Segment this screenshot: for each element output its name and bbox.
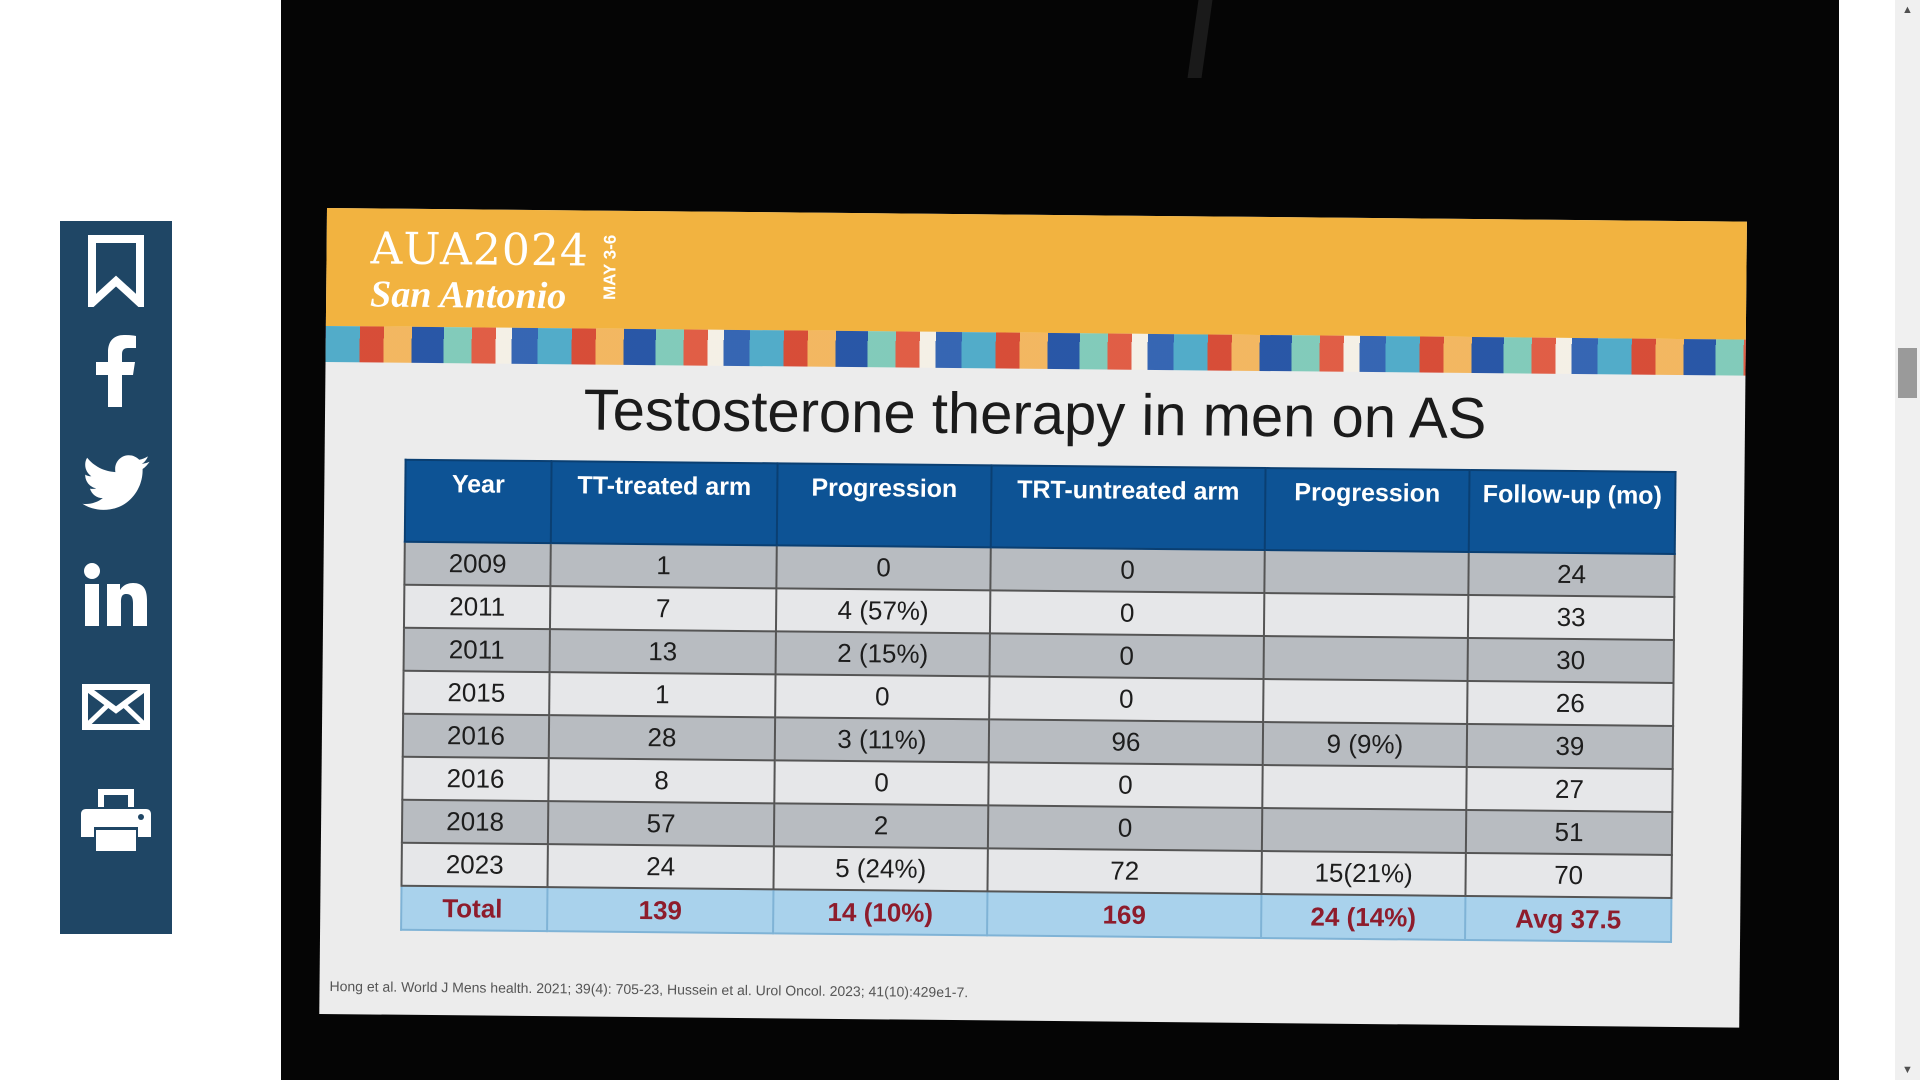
table-cell: 3 (11%) — [774, 717, 990, 763]
table-cell: 57 — [547, 801, 775, 847]
table-cell: 0 — [774, 760, 989, 806]
twitter-share-button[interactable] — [60, 433, 172, 533]
share-sidebar — [60, 221, 172, 934]
header-year: Year — [404, 459, 552, 544]
scroll-down-arrow[interactable]: ▼ — [1902, 1064, 1913, 1076]
conference-logo: AUA2024 San Antonio MAY 3-6 — [369, 223, 620, 318]
bookmark-button[interactable] — [60, 221, 172, 321]
table-cell: 2023 — [401, 842, 548, 888]
email-share-button[interactable] — [60, 657, 172, 757]
table-cell: 15(21%) — [1261, 851, 1466, 896]
total-cell: 169 — [987, 891, 1262, 938]
table-cell: 0 — [775, 674, 990, 720]
header-follow-up: Follow-up (mo) — [1468, 469, 1676, 554]
linkedin-icon — [84, 563, 147, 626]
facebook-icon — [96, 335, 136, 407]
table-cell: 2 — [773, 803, 989, 849]
table-cell: 1 — [549, 672, 776, 718]
envelope-icon — [82, 684, 150, 730]
table-cell — [1263, 593, 1469, 638]
slide-title: Testosterone therapy in men on AS — [583, 377, 1487, 452]
table-cell: 0 — [989, 676, 1264, 723]
bookmark-icon — [88, 235, 144, 307]
logo-city-text: San Antonio — [369, 273, 567, 318]
table-cell: 4 (57%) — [775, 588, 991, 634]
table-cell: 2011 — [403, 627, 550, 673]
total-cell: Avg 37.5 — [1465, 895, 1672, 942]
table-cell: 0 — [988, 762, 1263, 809]
table-cell: 27 — [1466, 766, 1673, 812]
table-cell — [1262, 765, 1467, 810]
table-body: 2009 1 0 0 24 2011 7 4 (57%) 0 33 2011 13 2 (15%) 0 30… — [401, 541, 1675, 942]
table-cell: 2011 — [403, 584, 551, 630]
table-cell: 39 — [1466, 723, 1674, 769]
facebook-share-button[interactable] — [60, 321, 172, 421]
microphone-cable — [1187, 0, 1213, 78]
table-cell: 70 — [1465, 852, 1672, 898]
table-header-row: Year TT-treated arm Progression TRT-untr… — [404, 459, 1676, 554]
total-cell: 24 (14%) — [1261, 894, 1466, 940]
table-cell: 72 — [987, 848, 1262, 895]
table-cell: 13 — [549, 629, 776, 675]
table-cell — [1263, 679, 1468, 724]
table-cell — [1263, 636, 1468, 681]
table-cell: 33 — [1467, 594, 1675, 640]
printer-icon — [81, 789, 151, 851]
header-trt-untreated: TRT-untreated arm — [990, 465, 1266, 551]
table-cell: 1 — [550, 543, 777, 589]
total-cell: 139 — [547, 887, 774, 934]
header-progression-untreated: Progression — [1264, 468, 1470, 552]
table-cell: 24 — [547, 844, 774, 890]
table-cell: 24 — [1468, 551, 1675, 597]
header-progression: Progression — [776, 463, 992, 548]
table-cell: 2016 — [402, 756, 549, 802]
table-cell: 0 — [989, 633, 1264, 680]
logo-date-text: MAY 3-6 — [600, 234, 620, 301]
table-cell: 51 — [1465, 809, 1673, 855]
table-cell: 0 — [987, 805, 1263, 852]
header-tt-treated: TT-treated arm — [550, 461, 778, 546]
total-cell: Total — [401, 885, 548, 932]
table-cell — [1264, 550, 1469, 595]
table-cell: 2015 — [403, 670, 550, 716]
slide-photo: AUA2024 San Antonio MAY 3-6 Testosterone… — [281, 0, 1839, 1080]
scrollbar-thumb[interactable] — [1898, 348, 1917, 398]
linkedin-share-button[interactable] — [60, 545, 172, 645]
print-button[interactable] — [60, 769, 172, 869]
table-cell: 2009 — [404, 541, 551, 587]
vertical-scrollbar[interactable]: ▲ ▼ — [1895, 0, 1920, 1080]
twitter-icon — [82, 455, 150, 510]
table-cell: 26 — [1467, 680, 1674, 726]
slide-footnote: Hong et al. World J Mens health. 2021; 3… — [329, 978, 969, 1001]
table-cell: 30 — [1467, 637, 1674, 683]
table-cell: 2018 — [401, 799, 549, 845]
table-cell: 96 — [988, 719, 1264, 766]
table-cell: 28 — [548, 715, 776, 761]
table-cell — [1261, 808, 1467, 853]
total-cell: 14 (10%) — [773, 889, 988, 936]
table-cell: 7 — [549, 586, 777, 632]
table-cell: 8 — [548, 758, 775, 804]
presentation-slide: AUA2024 San Antonio MAY 3-6 Testosterone… — [319, 208, 1747, 1028]
table-cell: 2016 — [402, 713, 550, 759]
table-cell: 2 (15%) — [775, 631, 990, 677]
table-cell: 9 (9%) — [1262, 722, 1468, 767]
scroll-up-arrow[interactable]: ▲ — [1902, 4, 1913, 16]
table-cell: 0 — [990, 547, 1265, 594]
table-cell: 5 (24%) — [773, 846, 988, 892]
logo-main-text: AUA2024 — [370, 223, 590, 277]
table-cell: 0 — [989, 590, 1265, 637]
table-cell: 0 — [776, 545, 991, 591]
study-table: Year TT-treated arm Progression TRT-untr… — [400, 459, 1676, 943]
